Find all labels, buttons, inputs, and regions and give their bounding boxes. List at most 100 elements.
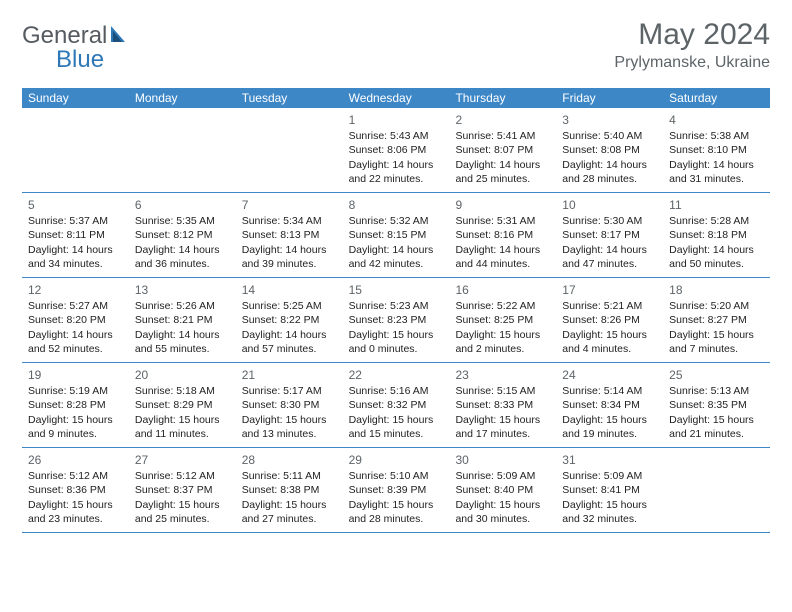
day-info-line: Daylight: 15 hours	[349, 328, 444, 342]
day-cell: 27Sunrise: 5:12 AMSunset: 8:37 PMDayligh…	[129, 448, 236, 532]
day-info-line: Sunset: 8:20 PM	[28, 313, 123, 327]
weekday-header: Thursday	[449, 88, 556, 108]
day-info-line: Sunset: 8:39 PM	[349, 483, 444, 497]
day-info-line: Sunrise: 5:25 AM	[242, 299, 337, 313]
day-info-line: Sunset: 8:37 PM	[135, 483, 230, 497]
day-info-line: Daylight: 15 hours	[455, 498, 550, 512]
day-info-line: and 36 minutes.	[135, 257, 230, 271]
day-number: 26	[28, 452, 123, 468]
day-number: 7	[242, 197, 337, 213]
day-number: 16	[455, 282, 550, 298]
day-number: 24	[562, 367, 657, 383]
week-row: 26Sunrise: 5:12 AMSunset: 8:36 PM Dayligh…	[22, 448, 770, 533]
day-info-line: Sunrise: 5:16 AM	[349, 384, 444, 398]
day-cell: 21Sunrise: 5:17 AMSunset: 8:30 PMDayligh…	[236, 363, 343, 447]
calendar-body: 1Sunrise: 5:43 AMSunset: 8:06 PMDaylight…	[22, 108, 770, 533]
day-info-line: Daylight: 15 hours	[135, 413, 230, 427]
day-number: 1	[349, 112, 444, 128]
day-cell	[663, 448, 770, 532]
day-info-line: Daylight: 15 hours	[562, 413, 657, 427]
day-info-line: Sunrise: 5:23 AM	[349, 299, 444, 313]
day-info-line: and 55 minutes.	[135, 342, 230, 356]
day-info-line: and 25 minutes.	[455, 172, 550, 186]
day-cell	[129, 108, 236, 192]
month-title: May 2024	[614, 18, 770, 52]
day-info-line: Sunrise: 5:40 AM	[562, 129, 657, 143]
day-number: 5	[28, 197, 123, 213]
day-cell: 26Sunrise: 5:12 AMSunset: 8:36 PMDayligh…	[22, 448, 129, 532]
day-info-line: Sunset: 8:25 PM	[455, 313, 550, 327]
day-info-line: Daylight: 15 hours	[455, 328, 550, 342]
day-info-line: Sunrise: 5:12 AM	[28, 469, 123, 483]
weekday-header: Sunday	[22, 88, 129, 108]
day-info-line: and 39 minutes.	[242, 257, 337, 271]
day-info-line: Sunset: 8:15 PM	[349, 228, 444, 242]
day-info-line: Sunrise: 5:15 AM	[455, 384, 550, 398]
day-info-line: Daylight: 14 hours	[455, 158, 550, 172]
day-info-line: Sunset: 8:38 PM	[242, 483, 337, 497]
day-number: 17	[562, 282, 657, 298]
day-info-line: and 31 minutes.	[669, 172, 764, 186]
day-info-line: Sunset: 8:36 PM	[28, 483, 123, 497]
day-cell: 18Sunrise: 5:20 AMSunset: 8:27 PMDayligh…	[663, 278, 770, 362]
day-info-line: Daylight: 15 hours	[669, 413, 764, 427]
day-cell: 29Sunrise: 5:10 AMSunset: 8:39 PMDayligh…	[343, 448, 450, 532]
day-info-line: Daylight: 15 hours	[562, 328, 657, 342]
day-info-line: and 57 minutes.	[242, 342, 337, 356]
day-number: 23	[455, 367, 550, 383]
day-info-line: Sunset: 8:07 PM	[455, 143, 550, 157]
day-info-line: and 9 minutes.	[28, 427, 123, 441]
day-info-line: Sunset: 8:22 PM	[242, 313, 337, 327]
day-cell: 17Sunrise: 5:21 AMSunset: 8:26 PMDayligh…	[556, 278, 663, 362]
day-info-line: Daylight: 14 hours	[562, 243, 657, 257]
day-cell: 23Sunrise: 5:15 AMSunset: 8:33 PMDayligh…	[449, 363, 556, 447]
day-info-line: Sunset: 8:16 PM	[455, 228, 550, 242]
day-cell: 8Sunrise: 5:32 AMSunset: 8:15 PMDaylight…	[343, 193, 450, 277]
day-info-line: Sunset: 8:11 PM	[28, 228, 123, 242]
day-number: 18	[669, 282, 764, 298]
location-label: Prylymanske, Ukraine	[614, 54, 770, 72]
day-cell: 9Sunrise: 5:31 AMSunset: 8:16 PMDaylight…	[449, 193, 556, 277]
day-number: 29	[349, 452, 444, 468]
day-info-line: and 25 minutes.	[135, 512, 230, 526]
day-cell: 24Sunrise: 5:14 AMSunset: 8:34 PMDayligh…	[556, 363, 663, 447]
day-info-line: Sunrise: 5:19 AM	[28, 384, 123, 398]
day-number: 10	[562, 197, 657, 213]
day-number: 20	[135, 367, 230, 383]
day-info-line: Sunrise: 5:35 AM	[135, 214, 230, 228]
week-row: 12Sunrise: 5:27 AMSunset: 8:20 PMDayligh…	[22, 278, 770, 363]
day-cell: 16Sunrise: 5:22 AMSunset: 8:25 PMDayligh…	[449, 278, 556, 362]
day-info-line: Sunrise: 5:11 AM	[242, 469, 337, 483]
day-info-line: Sunset: 8:12 PM	[135, 228, 230, 242]
day-info-line: and 28 minutes.	[562, 172, 657, 186]
day-info-line: and 47 minutes.	[562, 257, 657, 271]
day-info-line: and 52 minutes.	[28, 342, 123, 356]
day-cell: 28Sunrise: 5:11 AMSunset: 8:38 PMDayligh…	[236, 448, 343, 532]
day-info-line: Sunrise: 5:34 AM	[242, 214, 337, 228]
day-info-line: and 50 minutes.	[669, 257, 764, 271]
day-info-line: Daylight: 14 hours	[135, 328, 230, 342]
day-number: 6	[135, 197, 230, 213]
day-info-line: and 44 minutes.	[455, 257, 550, 271]
day-info-line: Sunrise: 5:43 AM	[349, 129, 444, 143]
day-info-line: and 32 minutes.	[562, 512, 657, 526]
calendar: SundayMondayTuesdayWednesdayThursdayFrid…	[22, 88, 770, 533]
day-info-line: Daylight: 14 hours	[28, 243, 123, 257]
day-info-line: Sunset: 8:40 PM	[455, 483, 550, 497]
day-info-line: Daylight: 14 hours	[242, 243, 337, 257]
day-info-line: Sunrise: 5:28 AM	[669, 214, 764, 228]
day-number: 14	[242, 282, 337, 298]
day-number: 15	[349, 282, 444, 298]
day-cell: 12Sunrise: 5:27 AMSunset: 8:20 PMDayligh…	[22, 278, 129, 362]
day-info-line: and 4 minutes.	[562, 342, 657, 356]
day-info-line: and 22 minutes.	[349, 172, 444, 186]
day-info-line: and 11 minutes.	[135, 427, 230, 441]
day-info-line: Sunset: 8:28 PM	[28, 398, 123, 412]
day-number: 21	[242, 367, 337, 383]
day-number: 22	[349, 367, 444, 383]
day-info-line: Daylight: 14 hours	[135, 243, 230, 257]
day-info-line: Sunset: 8:35 PM	[669, 398, 764, 412]
day-number: 11	[669, 197, 764, 213]
day-info-line: Sunset: 8:33 PM	[455, 398, 550, 412]
day-info-line: Sunset: 8:17 PM	[562, 228, 657, 242]
